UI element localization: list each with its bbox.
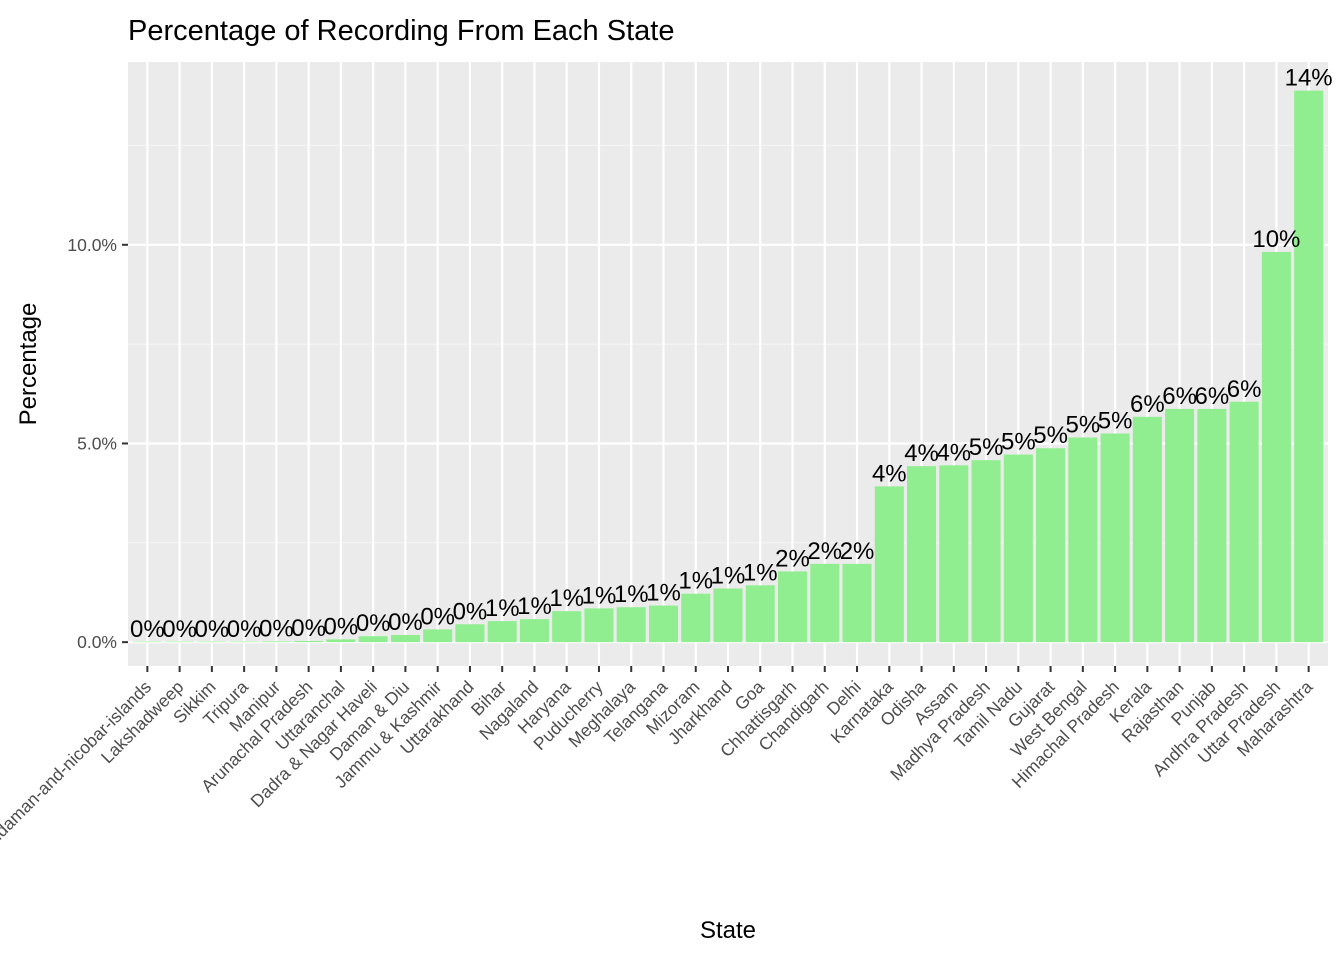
bar-data-label: 0%	[130, 616, 165, 643]
bar	[1165, 408, 1195, 643]
bar	[197, 641, 227, 643]
bar-data-label: 6%	[1130, 391, 1165, 418]
bar	[358, 636, 388, 643]
bar-data-label: 6%	[1227, 376, 1262, 403]
bar-data-label: 5%	[1098, 408, 1133, 435]
bar-data-label: 1%	[614, 581, 649, 608]
bar	[842, 563, 872, 643]
bar-data-label: 5%	[1033, 422, 1068, 449]
bar	[681, 593, 711, 643]
x-tick-label: andaman-and-nicobar-islands	[0, 677, 155, 855]
bar-data-label: 5%	[969, 434, 1004, 461]
bar-data-label: 2%	[807, 538, 842, 565]
bar-data-label: 1%	[711, 563, 746, 590]
bar-data-label: 4%	[904, 440, 939, 467]
bar	[1003, 454, 1033, 643]
bar	[745, 585, 775, 643]
bar	[939, 465, 969, 643]
bar-data-label: 1%	[743, 559, 778, 586]
bar-data-label: 0%	[356, 610, 391, 637]
y-tick-label: 10.0%	[67, 235, 117, 255]
bar-data-label: 2%	[840, 538, 875, 565]
bar	[1261, 251, 1291, 643]
bar	[1197, 408, 1227, 643]
x-axis-title: State	[700, 917, 756, 944]
bar	[778, 571, 808, 643]
bar	[132, 641, 162, 643]
bar	[648, 605, 678, 643]
bar	[810, 563, 840, 643]
bar-data-label: 5%	[1065, 412, 1100, 439]
bar-data-label: 1%	[517, 593, 552, 620]
bar-data-label: 1%	[678, 568, 713, 595]
bar-data-label: 0%	[388, 609, 423, 636]
bar-data-label: 14%	[1285, 65, 1333, 92]
bar	[616, 607, 646, 643]
bar-data-label: 0%	[291, 615, 326, 642]
bar	[907, 466, 937, 643]
bar-labels-layer: 0%0%0%0%0%0%0%0%0%0%0%1%1%1%1%1%1%1%1%1%…	[130, 65, 1333, 644]
bar	[487, 621, 517, 643]
bar	[165, 641, 195, 643]
bar	[390, 635, 420, 643]
bar-data-label: 2%	[775, 545, 810, 572]
bar	[423, 629, 453, 643]
bar-data-label: 6%	[1195, 383, 1230, 410]
bar-data-label: 0%	[195, 616, 230, 643]
bar-data-label: 4%	[936, 439, 971, 466]
x-axis: andaman-and-nicobar-islandsLakshadweepSi…	[0, 666, 1317, 855]
bar	[455, 624, 485, 643]
bar-data-label: 0%	[162, 616, 197, 643]
bar-data-label: 0%	[324, 613, 359, 640]
bar	[552, 611, 582, 643]
bar	[294, 640, 324, 643]
y-axis: 0.0% 5.0% 10.0%	[67, 235, 128, 652]
y-tick-label: 0.0%	[77, 632, 117, 652]
bar	[1036, 448, 1066, 643]
bar	[326, 639, 356, 643]
bar-data-label: 0%	[420, 603, 455, 630]
bar	[1068, 437, 1098, 643]
bar	[519, 619, 549, 643]
bar-data-label: 1%	[646, 580, 681, 607]
bar-data-label: 5%	[1001, 429, 1036, 456]
bar-data-label: 0%	[227, 616, 262, 643]
chart-title: Percentage of Recording From Each State	[128, 15, 674, 47]
bars-layer	[132, 90, 1324, 643]
bar	[1100, 433, 1130, 643]
bar-data-label: 1%	[549, 585, 584, 612]
y-axis-title: Percentage	[15, 303, 42, 426]
y-tick-label: 5.0%	[77, 433, 117, 453]
bar	[1132, 416, 1162, 643]
bar	[971, 460, 1001, 643]
bar	[229, 641, 259, 643]
bar	[261, 641, 291, 643]
bar-data-label: 1%	[582, 582, 617, 609]
bar	[584, 608, 614, 643]
bar-data-label: 10%	[1252, 226, 1300, 253]
bar	[1229, 401, 1259, 643]
bar-data-label: 0%	[453, 598, 488, 625]
bar-data-label: 0%	[259, 615, 294, 642]
bar-data-label: 6%	[1162, 383, 1197, 410]
bar	[1294, 90, 1324, 643]
bar-data-label: 1%	[485, 595, 520, 622]
bar	[874, 486, 904, 643]
bar	[713, 588, 743, 643]
bar-data-label: 4%	[872, 460, 907, 487]
